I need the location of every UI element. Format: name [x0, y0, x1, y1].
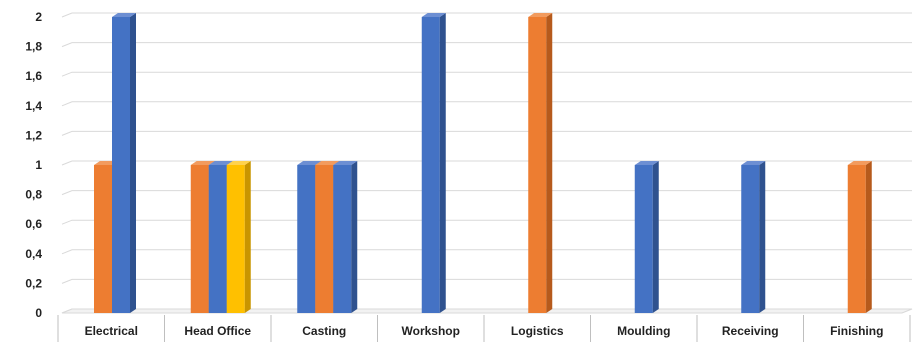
floor: [61, 308, 913, 314]
bar-front: [226, 165, 245, 313]
y-tick-label: 2: [35, 10, 42, 24]
bar-side: [652, 161, 659, 313]
bar-top: [208, 161, 233, 165]
x-tick-label: Workshop: [402, 324, 460, 338]
bar-top: [634, 161, 659, 165]
bar-side: [351, 161, 358, 313]
bar-top: [333, 161, 358, 165]
gridline: [61, 130, 912, 136]
x-tick-label: Moulding: [617, 324, 670, 338]
bar-top: [421, 13, 446, 17]
bar: [528, 13, 553, 313]
gridline: [61, 101, 912, 107]
y-axis: 0 0,2 0,4 0,6 0,8 1 1,2 1,4 1,6 1,8 2: [25, 10, 42, 320]
x-tick-label: Logistics: [511, 324, 564, 338]
gridline: [61, 278, 912, 284]
bar-top: [226, 161, 251, 165]
bar-side: [439, 13, 446, 313]
bar-side: [130, 13, 136, 313]
bar-side: [546, 13, 553, 313]
bar: [333, 161, 358, 313]
gridline: [61, 219, 912, 225]
gridline: [61, 160, 912, 166]
bar-front: [847, 165, 866, 313]
y-tick-label: 0,4: [25, 247, 42, 261]
x-tick-label: Casting: [302, 324, 346, 338]
bar-front: [297, 165, 316, 313]
bar-front: [333, 165, 352, 313]
gridlines: [61, 12, 912, 314]
y-tick-label: 1,2: [25, 128, 42, 142]
bar-top: [297, 161, 322, 165]
bar-front: [112, 17, 130, 313]
bar: [634, 161, 659, 313]
bar-top: [741, 161, 766, 165]
y-tick-label: 0: [35, 306, 42, 320]
bar: [112, 13, 136, 313]
bar-front: [528, 17, 547, 313]
bar-front: [94, 165, 112, 313]
bar-side: [759, 161, 766, 313]
bar-front: [741, 165, 760, 313]
bar-top: [315, 161, 340, 165]
bar-side: [244, 161, 251, 313]
chart-floor: [61, 308, 913, 314]
y-tick-label: 0,8: [25, 188, 42, 202]
bar-front: [315, 165, 334, 313]
bar-top: [190, 161, 215, 165]
bar: [421, 13, 446, 313]
y-tick-label: 1: [35, 158, 42, 172]
gridline: [61, 12, 912, 18]
gridline: [61, 249, 912, 255]
x-tick-label: Head Office: [184, 324, 251, 338]
y-tick-label: 0,6: [25, 217, 42, 231]
x-tick-label: Finishing: [830, 324, 883, 338]
bar: [847, 161, 872, 313]
bar-side: [865, 161, 872, 313]
bar-front: [190, 165, 209, 313]
x-tick-label: Electrical: [85, 324, 138, 338]
x-tick-label: Receiving: [722, 324, 779, 338]
x-axis: Electrical Head Office Casting Workshop Logi…: [57, 315, 911, 342]
bar-front: [634, 165, 653, 313]
bars: [94, 13, 872, 313]
y-tick-label: 0,2: [25, 276, 42, 290]
gridline: [61, 42, 912, 48]
y-tick-label: 1,4: [25, 99, 42, 113]
bar-top: [528, 13, 553, 17]
gridline: [61, 71, 912, 77]
bar: [226, 161, 251, 313]
gridline: [61, 190, 912, 196]
bar-top: [112, 13, 136, 17]
y-tick-label: 1,6: [25, 69, 42, 83]
bar-front: [208, 165, 227, 313]
bar-front: [421, 17, 440, 313]
bar-top: [847, 161, 872, 165]
bar: [741, 161, 766, 313]
y-tick-label: 1,8: [25, 40, 42, 54]
